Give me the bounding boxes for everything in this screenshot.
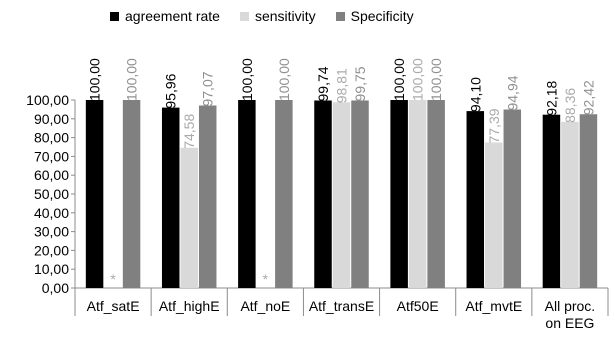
data-label-sensitivity: 88,36 [562,88,578,123]
data-label-specificity: 92,42 [580,80,596,115]
bar-agreement-rate [542,114,561,288]
bar-specificity [122,100,141,288]
data-label-specificity: 100,00 [276,58,292,101]
legend-label-agreement-rate: agreement rate [125,8,220,24]
bar-specificity [351,100,369,288]
x-tick-label: on EEG [545,315,594,331]
data-label-agreement-rate: 99,74 [315,66,331,101]
bar-agreement-rate [466,111,485,288]
legend: agreement rate sensitivity Specificity [110,6,434,26]
data-label-sensitivity: 100,00 [410,58,426,101]
bar-sensitivity [408,100,427,288]
x-tick-label: Atf50E [397,298,439,314]
x-tick-label: Atf_transE [309,298,374,314]
bar-specificity [427,100,445,288]
y-tick-label: 0,00 [42,280,69,296]
y-tick-label: 50,00 [34,186,69,202]
y-tick-label: 40,00 [34,205,69,221]
data-label-sensitivity: * [110,271,116,287]
bar-sensitivity [180,147,198,288]
y-tick-label: 20,00 [34,242,69,258]
data-label-agreement-rate: 100,00 [391,58,407,101]
x-tick-label: Atf_highE [159,298,220,314]
legend-label-specificity: Specificity [350,8,414,24]
y-tick-label: 30,00 [34,224,69,240]
bar-agreement-rate [238,100,256,288]
data-label-sensitivity: 98,81 [334,68,350,103]
legend-item-sensitivity: sensitivity [239,8,316,24]
legend-swatch-agreement-rate [110,11,119,21]
y-tick-label: 70,00 [34,148,69,164]
bar-agreement-rate [161,107,180,288]
x-tick-label: Atf_noE [240,298,290,314]
bar-specificity [198,105,217,289]
y-tick-label: 90,00 [34,111,69,127]
data-label-sensitivity: 74,58 [181,114,197,149]
y-tick-label: 80,00 [34,130,69,146]
y-tick-label: 100,00 [26,92,69,108]
y-tick-label: 60,00 [34,167,69,183]
x-tick-label: Atf_mvtE [465,298,522,314]
bar-specificity [503,109,522,288]
y-tick-label: 10,00 [34,261,69,277]
legend-swatch-specificity [335,11,345,21]
bar-specificity [275,100,293,288]
data-label-specificity: 100,00 [124,58,140,101]
data-label-sensitivity: * [263,271,269,287]
data-label-agreement-rate: 100,00 [87,58,103,101]
legend-swatch-sensitivity [239,11,249,21]
data-label-specificity: 97,07 [200,71,216,106]
bar-agreement-rate [314,100,332,288]
data-label-agreement-rate: 92,18 [543,80,559,115]
data-label-specificity: 94,94 [504,75,520,110]
data-label-sensitivity: 77,39 [486,108,502,143]
x-tick-label: All proc. [545,298,596,314]
bar-agreement-rate [390,100,408,288]
data-label-specificity: 100,00 [428,58,444,101]
bar-sensitivity [485,142,503,288]
data-label-specificity: 99,75 [352,66,368,101]
data-label-agreement-rate: 100,00 [239,58,255,101]
legend-item-specificity: Specificity [335,8,414,24]
bar-specificity [579,114,598,288]
bar-sensitivity [332,102,351,288]
bar-sensitivity [561,121,579,288]
legend-item-agreement-rate: agreement rate [110,8,220,24]
bar-agreement-rate [85,100,104,288]
legend-label-sensitivity: sensitivity [254,8,316,24]
x-tick-label: Atf_satE [87,298,140,314]
data-label-agreement-rate: 95,96 [163,73,179,108]
data-label-agreement-rate: 94,10 [467,77,483,112]
